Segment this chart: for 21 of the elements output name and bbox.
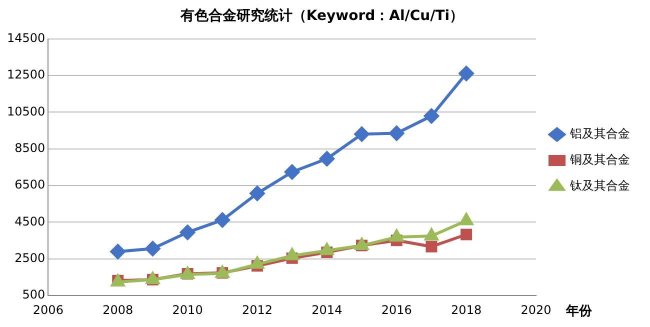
legend-label: 铜及其合金 <box>569 152 630 167</box>
legend-label: 铝及其合金 <box>569 126 630 141</box>
y-tick-label: 10500 <box>6 104 46 118</box>
y-tick-label: 8500 <box>14 140 46 155</box>
x-axis-title: 年份 <box>565 304 593 319</box>
x-tick-label: 2008 <box>102 302 134 317</box>
y-tick-label: 2500 <box>14 251 46 266</box>
x-tick-label: 2010 <box>172 302 203 317</box>
y-tick-label: 6500 <box>14 178 46 192</box>
x-tick-label: 2018 <box>451 302 482 317</box>
y-tick-label: 12500 <box>6 68 46 82</box>
legend-label: 钛及其合金 <box>569 178 630 193</box>
x-tick-label: 2012 <box>242 302 273 317</box>
x-tick-label: 2020 <box>520 302 552 317</box>
x-tick-label: 2016 <box>381 302 412 317</box>
y-tick-label: 14500 <box>6 30 46 45</box>
y-tick-label: 4500 <box>14 214 46 228</box>
chart-title: 有色合金研究统计（Keyword：Al/Cu/Ti） <box>179 7 464 24</box>
y-tick-label: 500 <box>22 288 46 302</box>
x-tick-label: 2006 <box>32 302 64 317</box>
x-tick-label: 2014 <box>312 302 342 317</box>
